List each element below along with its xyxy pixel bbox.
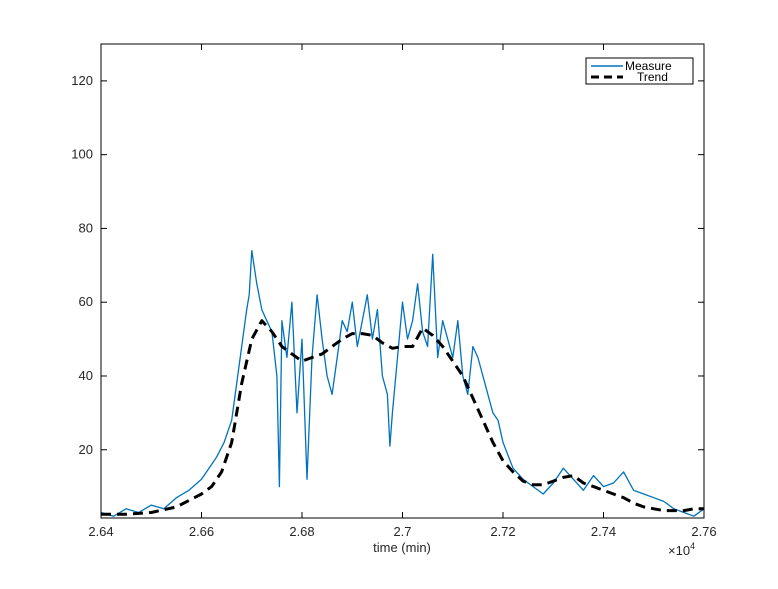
y-tick-label: 80 — [79, 220, 93, 235]
x-axis-exponent-base: ×10 — [668, 543, 690, 558]
x-axis-exponent: ×104 — [668, 541, 695, 558]
legend-trend-label: Trend — [637, 70, 668, 84]
x-tick-label: 2.66 — [189, 524, 214, 539]
x-axis-label: time (min) — [373, 540, 431, 555]
y-tick-label: 60 — [79, 294, 93, 309]
x-tick-label: 2.76 — [691, 524, 716, 539]
ticks-layer: 2.64 2.66 2.68 2.7 2.72 2.74 2.76 20 40 60 80 100 12… — [71, 44, 717, 539]
y-tick-label: 20 — [79, 442, 93, 457]
series-line-trend — [101, 319, 704, 516]
x-tick-label: 2.7 — [393, 524, 411, 539]
y-tick-label: 40 — [79, 368, 93, 383]
legend-box — [585, 57, 694, 85]
x-tick-label: 2.68 — [289, 524, 314, 539]
plot-area-background — [101, 44, 704, 518]
legend-measure-label: Measure — [625, 59, 672, 73]
series-layer — [100, 249, 705, 517]
legend: Measure Trend — [585, 57, 694, 85]
y-tick-label: 120 — [71, 73, 93, 88]
x-tick-label: 2.64 — [88, 524, 113, 539]
x-tick-label: 2.74 — [591, 524, 616, 539]
y-tick-label: 100 — [71, 147, 93, 162]
x-tick-label: 2.72 — [490, 524, 515, 539]
x-axis-exponent-power: 4 — [690, 541, 695, 551]
